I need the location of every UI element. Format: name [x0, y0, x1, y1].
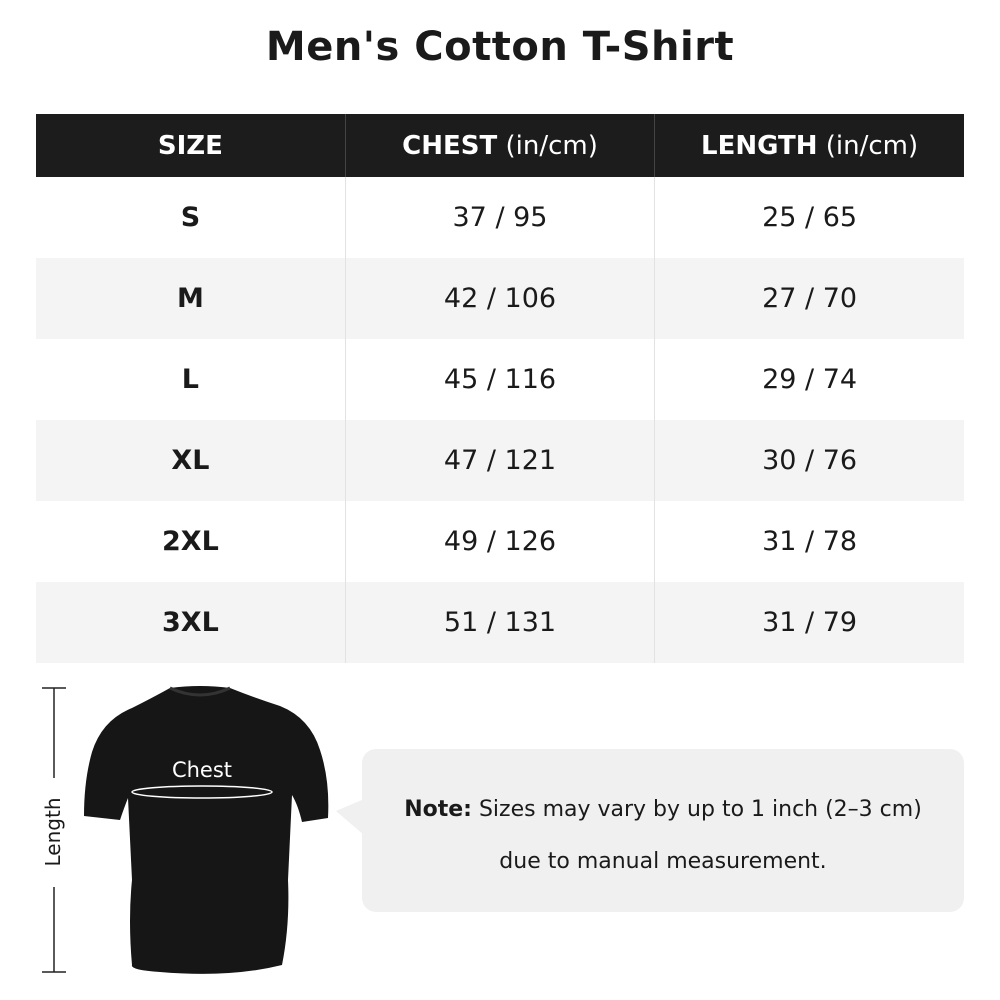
length-measure-line [42, 687, 66, 973]
header-length: LENGTH (in/cm) [654, 114, 964, 177]
note-line-2: due to manual measurement. [499, 849, 827, 874]
chest-cell: 37 / 95 [345, 177, 656, 258]
length-label: Length [41, 798, 65, 867]
table-row: S 37 / 95 25 / 65 [36, 177, 964, 258]
note-prefix: Note: [404, 797, 472, 822]
size-cell: XL [36, 420, 346, 501]
chest-measure-ellipse [131, 785, 273, 799]
chest-cell: 49 / 126 [345, 501, 656, 582]
length-cell: 25 / 65 [762, 202, 858, 233]
note-callout: Note: Sizes may vary by up to 1 inch (2–… [336, 749, 964, 912]
header-label: LENGTH [701, 130, 818, 161]
size-cell: M [36, 258, 346, 339]
table-row: 3XL 51 / 131 31 / 79 [36, 582, 964, 663]
header-label: CHEST [402, 130, 498, 161]
chest-cell: 45 / 116 [345, 339, 656, 420]
table-row: L 45 / 116 29 / 74 [36, 339, 964, 420]
chest-label: Chest [172, 758, 232, 782]
header-label: SIZE [157, 130, 223, 161]
chest-cell: 47 / 121 [345, 420, 656, 501]
length-cell: 31 / 79 [654, 582, 964, 663]
note-text: Sizes may vary by up to 1 inch (2–3 cm) [471, 797, 922, 822]
table-row: 2XL 49 / 126 31 / 78 [36, 501, 964, 582]
page-title: Men's Cotton T-Shirt [265, 24, 735, 70]
size-cell: L [36, 339, 346, 420]
size-cell: 2XL [36, 501, 346, 582]
chest-cell: 42 / 106 [345, 258, 656, 339]
size-cell: 3XL [36, 582, 346, 663]
header-chest: CHEST (in/cm) [345, 114, 656, 177]
table-row: XL 47 / 121 30 / 76 [36, 420, 964, 501]
tshirt-diagram: Length Chest [41, 686, 329, 974]
length-cell: 27 / 70 [654, 258, 964, 339]
size-cell: S [36, 177, 346, 258]
length-cell: 30 / 76 [654, 420, 964, 501]
table-header-row: SIZE CHEST (in/cm) LENGTH (in/cm) [36, 114, 964, 177]
header-unit: (in/cm) [497, 130, 598, 161]
note-line-1: Note: Sizes may vary by up to 1 inch (2–… [362, 797, 964, 822]
size-chart-table: SIZE CHEST (in/cm) LENGTH (in/cm) S 37 / … [36, 114, 964, 663]
chest-cell: 51 / 131 [345, 582, 656, 663]
tshirt-shape [84, 686, 329, 974]
header-unit: (in/cm) [817, 130, 919, 161]
length-cell: 31 / 78 [762, 526, 858, 557]
length-cell: 29 / 74 [762, 364, 858, 395]
header-size: SIZE [36, 114, 346, 177]
callout-tail [336, 799, 364, 835]
table-row: M 42 / 106 27 / 70 [36, 258, 964, 339]
